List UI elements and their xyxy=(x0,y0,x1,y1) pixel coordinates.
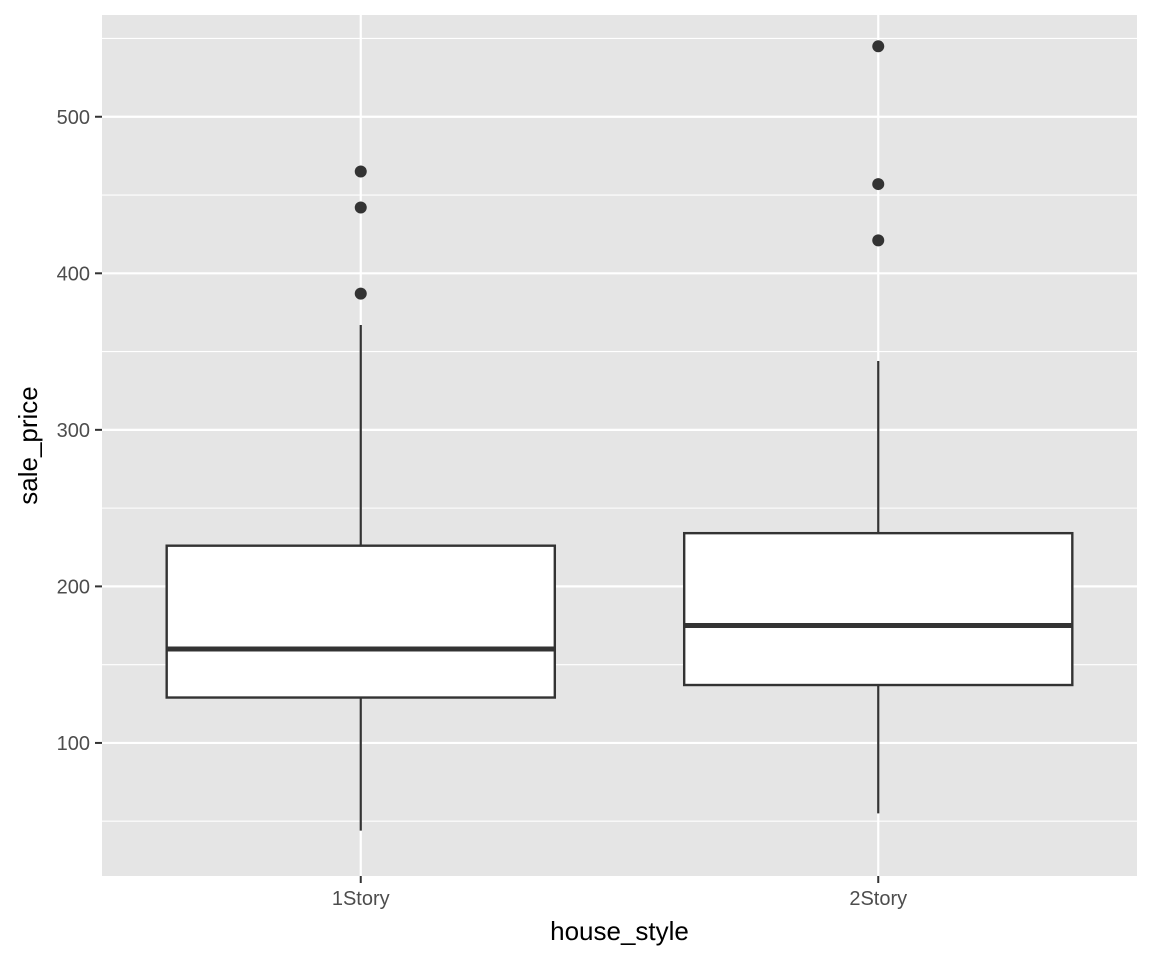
box-iqr xyxy=(682,531,1074,687)
box-layer xyxy=(165,40,1074,831)
box-group-1Story xyxy=(165,165,557,831)
x-axis-title: house_style xyxy=(550,916,689,946)
y-axis: 100 200 300 400 500 xyxy=(57,107,102,755)
outlier-point xyxy=(354,287,367,300)
outlier-point xyxy=(354,201,367,214)
x-tick-label: 2Story xyxy=(849,888,907,910)
plot-panel xyxy=(102,15,1137,876)
outlier-point xyxy=(872,178,885,191)
y-tick-label: 100 xyxy=(57,733,90,755)
y-axis-title: sale_price xyxy=(13,386,43,505)
box-group-2Story xyxy=(682,40,1074,814)
y-tick-label: 200 xyxy=(57,576,90,598)
outlier-point xyxy=(872,234,885,247)
y-tick-label: 500 xyxy=(57,107,90,129)
y-tick-label: 300 xyxy=(57,420,90,442)
y-tick-label: 400 xyxy=(57,263,90,285)
box-iqr xyxy=(165,544,557,699)
outlier-point xyxy=(354,165,367,178)
outlier-point xyxy=(872,40,885,53)
x-tick-label: 1Story xyxy=(332,888,390,910)
x-axis: 1Story 2Story xyxy=(332,876,907,910)
